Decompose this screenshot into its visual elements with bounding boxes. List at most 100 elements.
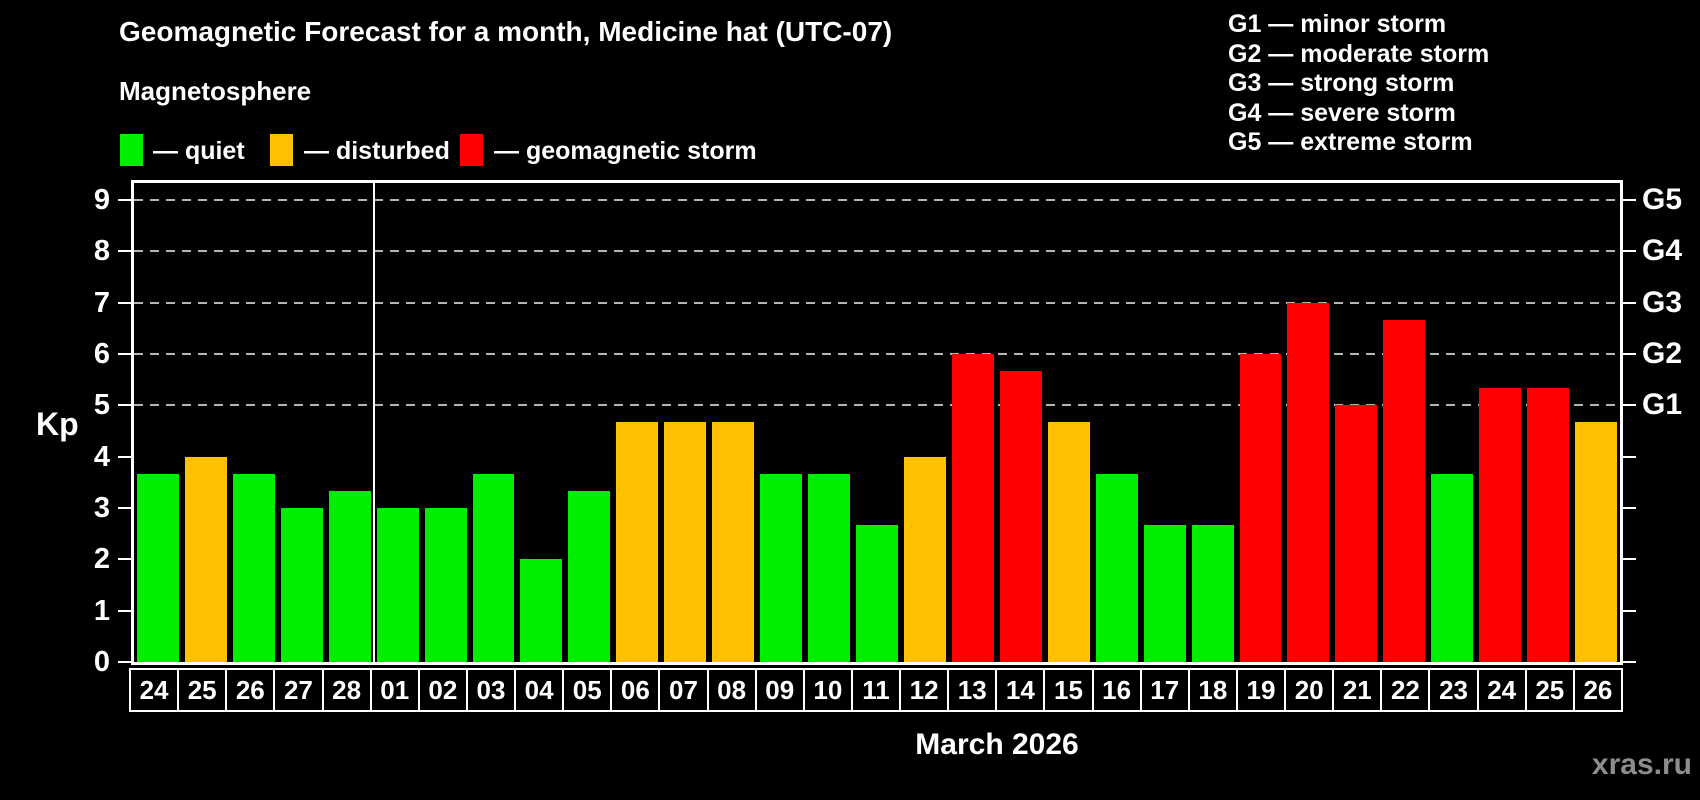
- day-label-box-18: 18: [1187, 668, 1238, 712]
- g-level-label-g3: G3: [1642, 285, 1683, 319]
- day-label-box-24: 24: [129, 668, 180, 712]
- g-level-label-g2: G2: [1642, 337, 1683, 370]
- right-tick-2: [1623, 558, 1636, 561]
- g-legend-line-g3: G3 — strong storm: [1228, 69, 1455, 98]
- bar-day-01: [376, 508, 419, 662]
- gridline-kp5: [134, 404, 1620, 407]
- day-label-box-03: 03: [465, 668, 517, 712]
- y-tick-label-9: 9: [93, 184, 110, 216]
- chart-subtitle: Magnetosphere: [119, 76, 312, 106]
- bar-day-26: [232, 473, 275, 662]
- right-tick-7: [1623, 301, 1636, 304]
- y-tick-left-3: [118, 507, 131, 509]
- day-label-box-07: 07: [658, 668, 709, 712]
- g-legend-line-g4: G4 — severe storm: [1228, 98, 1456, 127]
- g-level-label-g1: G1: [1642, 388, 1683, 422]
- bar-day-08: [712, 422, 755, 662]
- y-tick-left-5: [118, 404, 131, 407]
- legend-swatch-storm: [460, 134, 483, 166]
- day-label-box-06: 06: [610, 668, 661, 712]
- right-tick-5: [1623, 404, 1636, 407]
- g-legend-line-g2: G2 — moderate storm: [1228, 39, 1490, 68]
- bar-day-24: [137, 473, 179, 662]
- bar-day-14: [999, 370, 1042, 662]
- legend-swatch-disturbed: [270, 134, 293, 166]
- day-label-box-01: 01: [369, 668, 420, 712]
- bar-day-11: [856, 524, 898, 662]
- right-tick-8: [1623, 250, 1636, 253]
- day-label-box-15: 15: [1043, 668, 1094, 712]
- y-tick-label-3: 3: [93, 492, 110, 524]
- bar-day-21: [1335, 405, 1378, 662]
- bar-day-07: [664, 422, 707, 662]
- legend-swatch-quiet: [120, 134, 143, 166]
- gridline-kp9: [134, 199, 1620, 201]
- month-separator: [372, 183, 375, 662]
- day-label-box-05: 05: [562, 668, 613, 712]
- day-label-box-28: 28: [321, 668, 372, 712]
- bar-day-09: [760, 473, 803, 662]
- y-tick-label-2: 2: [93, 543, 110, 576]
- day-label-box-22: 22: [1380, 668, 1431, 712]
- y-tick-label-7: 7: [93, 286, 110, 319]
- bar-day-04: [520, 559, 563, 662]
- legend-label-quiet: — quiet: [153, 137, 245, 165]
- right-tick-0: [1623, 661, 1636, 663]
- watermark: xras.ru: [1591, 748, 1692, 781]
- day-label-box-17: 17: [1139, 668, 1190, 712]
- gridline-kp6: [134, 353, 1620, 355]
- y-tick-left-1: [118, 609, 131, 612]
- y-tick-label-0: 0: [93, 646, 110, 678]
- bar-day-03: [472, 473, 515, 662]
- y-tick-left-6: [118, 353, 131, 355]
- bar-day-24: [1479, 388, 1522, 662]
- day-label-box-27: 27: [273, 668, 324, 712]
- bar-day-28: [328, 491, 371, 662]
- y-tick-left-0: [118, 661, 131, 663]
- plot-area: [131, 180, 1623, 665]
- y-tick-left-7: [118, 301, 131, 304]
- bar-day-12: [903, 456, 946, 662]
- bar-day-06: [616, 422, 659, 662]
- day-label-box-26: 26: [1572, 668, 1623, 712]
- day-label-box-12: 12: [899, 668, 950, 712]
- day-label-box-20: 20: [1284, 668, 1335, 712]
- day-label-box-26: 26: [225, 668, 276, 712]
- bar-day-25: [1527, 388, 1570, 662]
- month-label: March 2026: [915, 728, 1079, 761]
- day-label-box-23: 23: [1428, 668, 1479, 712]
- day-label-box-25: 25: [177, 668, 228, 712]
- legend-label-disturbed: — disturbed: [304, 137, 450, 165]
- right-tick-4: [1623, 455, 1636, 458]
- bar-day-13: [951, 354, 994, 662]
- y-tick-label-5: 5: [93, 389, 110, 422]
- bar-day-22: [1383, 319, 1426, 662]
- bar-day-02: [424, 508, 467, 662]
- day-label-box-11: 11: [850, 668, 902, 712]
- bar-day-10: [808, 473, 851, 662]
- day-label-box-16: 16: [1091, 668, 1142, 712]
- day-label-box-09: 09: [754, 668, 805, 712]
- right-tick-1: [1623, 609, 1636, 612]
- bar-day-25: [184, 456, 227, 662]
- bar-day-16: [1095, 473, 1138, 662]
- gridline-kp8: [134, 250, 1620, 253]
- right-tick-3: [1623, 507, 1636, 509]
- g-legend-line-g5: G5 — extreme storm: [1228, 128, 1473, 157]
- day-label-box-04: 04: [514, 668, 565, 712]
- y-tick-left-8: [118, 250, 131, 253]
- bar-day-18: [1191, 524, 1234, 662]
- day-label-box-08: 08: [706, 668, 757, 712]
- g-scale-legend: G1 — minor storm G2 — moderate storm G3 …: [1228, 10, 1489, 158]
- day-label-box-14: 14: [995, 668, 1046, 712]
- g-level-label-g5: G5: [1642, 183, 1683, 216]
- bar-day-17: [1143, 524, 1186, 662]
- day-label-box-13: 13: [947, 668, 998, 712]
- day-label-box-10: 10: [802, 668, 853, 712]
- y-tick-left-9: [118, 199, 131, 201]
- right-tick-6: [1623, 353, 1636, 355]
- chart-title: Geomagnetic Forecast for a month, Medici…: [119, 16, 893, 47]
- day-label-box-19: 19: [1235, 668, 1287, 712]
- right-tick-9: [1623, 199, 1636, 201]
